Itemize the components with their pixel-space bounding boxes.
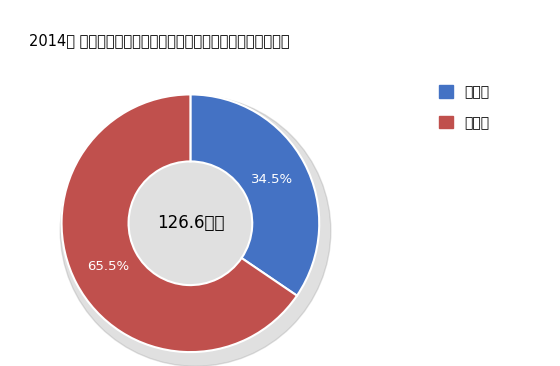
Ellipse shape [60, 96, 331, 366]
Text: 34.5%: 34.5% [251, 173, 293, 186]
Wedge shape [62, 94, 297, 352]
Text: 65.5%: 65.5% [87, 260, 129, 273]
Legend: 卸売業, 小売業: 卸売業, 小売業 [439, 85, 489, 130]
Text: 126.6億円: 126.6億円 [157, 214, 224, 232]
Text: 2014年 商業年間商品販売額にしめる卸売業と小売業のシェア: 2014年 商業年間商品販売額にしめる卸売業と小売業のシェア [29, 34, 290, 49]
Wedge shape [190, 94, 319, 296]
